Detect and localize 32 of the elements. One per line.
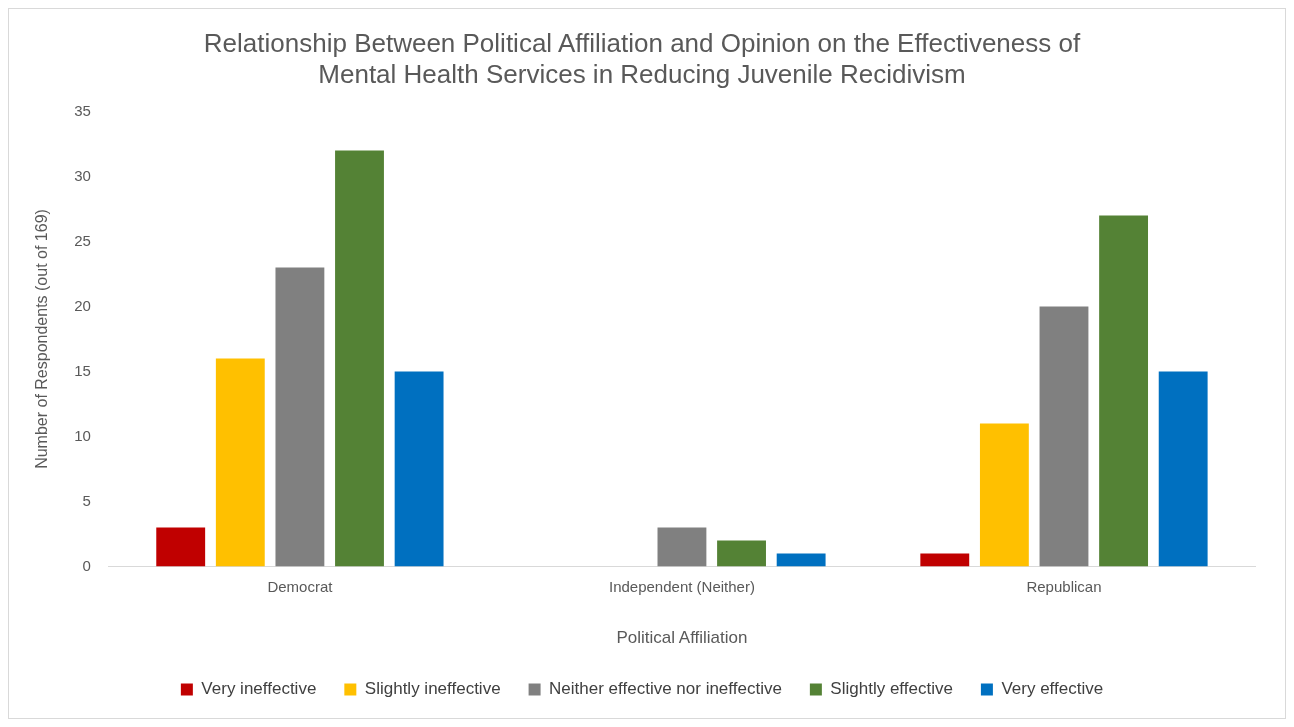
y-tick-label: 20 xyxy=(74,296,91,314)
bar xyxy=(1039,306,1089,567)
legend-label: Slightly effective xyxy=(830,679,953,699)
bar xyxy=(1158,371,1208,567)
y-tick-label: 10 xyxy=(74,426,91,444)
x-tick-label: Democrat xyxy=(267,577,334,595)
y-tick-label: 15 xyxy=(74,361,91,379)
bar xyxy=(335,150,384,567)
bar xyxy=(275,267,325,567)
legend-label: Very ineffective xyxy=(201,679,317,699)
bar xyxy=(979,423,1029,567)
y-tick-label: 30 xyxy=(74,166,91,184)
chart-title: Relationship Between Political Affiliation and Opinion on the Effectiveness of Mental Health Services in Reducing Juvenile Recidivism xyxy=(203,27,1081,89)
bar xyxy=(215,358,265,567)
legend-label: Neither effective nor ineffective xyxy=(549,679,782,699)
y-axis-title: Number of Respondents (out of 169) xyxy=(33,209,51,469)
x-tick-label: Republican xyxy=(1026,577,1102,595)
bar xyxy=(776,553,826,567)
bar xyxy=(1099,215,1149,567)
y-tick-label: 0 xyxy=(82,556,91,574)
bar xyxy=(920,553,970,567)
x-axis-title: Political Affiliation xyxy=(616,628,748,648)
legend-label: Very effective xyxy=(1001,679,1104,699)
x-tick-label: Independent (Neither) xyxy=(608,577,755,595)
y-tick-label: 5 xyxy=(82,491,91,509)
bar xyxy=(394,371,444,567)
legend-label: Slightly ineffective xyxy=(364,679,501,699)
y-tick-label: 35 xyxy=(74,101,91,119)
bar xyxy=(717,540,766,567)
y-tick-label: 25 xyxy=(74,231,91,249)
bar xyxy=(156,527,206,567)
bar xyxy=(657,527,707,567)
